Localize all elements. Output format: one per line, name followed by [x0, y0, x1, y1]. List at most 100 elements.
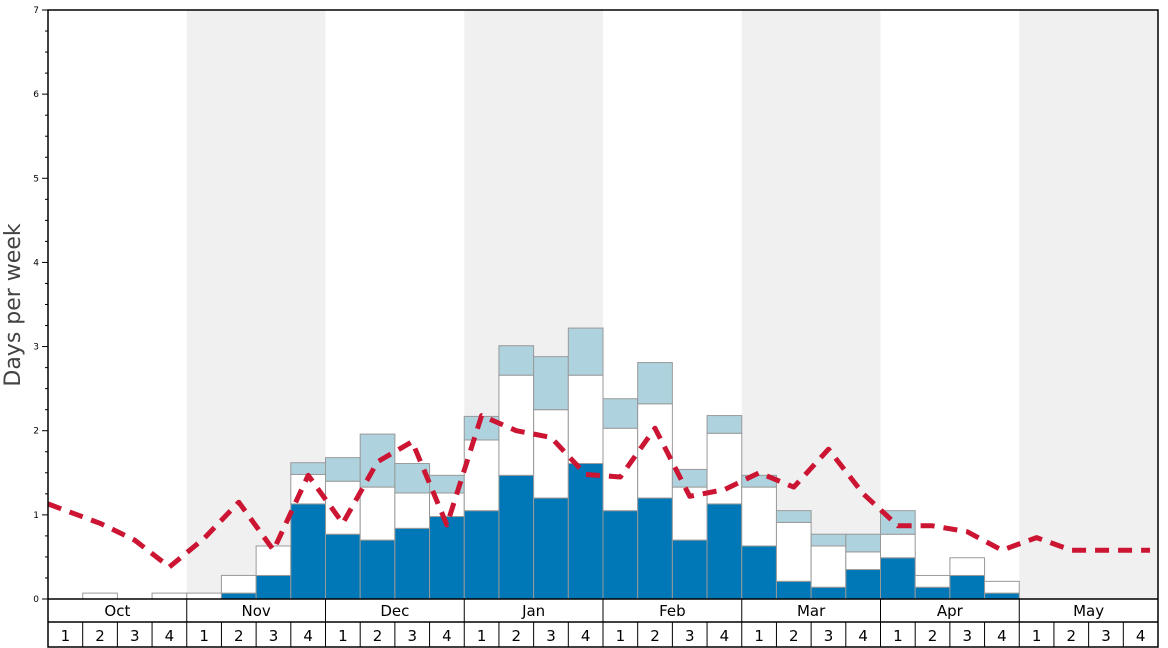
week-label-31: 3	[1101, 627, 1111, 645]
month-band-may	[1019, 10, 1158, 599]
bar-week-25-segment-1	[880, 557, 916, 600]
y-tick-label-6: 6	[33, 90, 39, 100]
y-tick-label-7: 7	[33, 6, 39, 16]
bar-week-23-segment-2	[810, 545, 847, 588]
week-label-23: 3	[824, 627, 834, 645]
bar-week-17-segment-1	[602, 510, 639, 600]
bar-week-14-segment-1	[498, 474, 535, 600]
week-label-5: 1	[199, 627, 209, 645]
bar-week-22-segment-3	[775, 510, 812, 523]
y-tick-label-5: 5	[33, 174, 39, 184]
month-label-feb: Feb	[659, 602, 686, 620]
bar-week-6-segment-1	[220, 592, 257, 600]
bar-week-10-segment-2	[359, 486, 396, 541]
bar-week-27-segment-1	[949, 574, 986, 600]
month-label-nov: Nov	[241, 602, 270, 620]
bar-week-5-segment-2	[186, 592, 222, 600]
week-label-6: 2	[234, 627, 244, 645]
bar-week-2-segment-2	[82, 592, 118, 600]
week-label-14: 2	[512, 627, 522, 645]
month-label-mar: Mar	[797, 602, 826, 620]
bar-week-16-segment-3	[567, 327, 604, 376]
week-label-28: 4	[997, 627, 1007, 645]
bar-week-6-segment-2	[220, 574, 257, 594]
y-tick-label-1: 1	[33, 511, 39, 521]
week-label-21: 1	[754, 627, 764, 645]
bar-week-24-segment-3	[845, 533, 881, 553]
bar-week-7-segment-1	[255, 574, 292, 600]
week-label-22: 2	[789, 627, 799, 645]
bar-week-11-segment-2	[394, 492, 431, 529]
week-label-9: 1	[338, 627, 348, 645]
bar-week-18-segment-3	[637, 362, 673, 405]
week-label-1: 1	[61, 627, 71, 645]
week-label-7: 3	[269, 627, 279, 645]
bar-week-9-segment-2	[325, 480, 361, 535]
bar-week-26-segment-1	[914, 586, 951, 600]
bar-week-24-segment-2	[845, 551, 881, 571]
bar-week-20-segment-1	[706, 503, 743, 600]
month-label-jan: Jan	[521, 602, 545, 620]
bar-week-21-segment-1	[741, 545, 777, 600]
bar-week-15-segment-2	[533, 409, 569, 499]
bar-week-9-segment-3	[325, 457, 361, 482]
bar-week-21-segment-2	[741, 486, 777, 547]
week-label-25: 1	[893, 627, 903, 645]
week-label-24: 4	[858, 627, 868, 645]
bar-week-28-segment-2	[984, 580, 1020, 594]
y-tick-label-0: 0	[33, 595, 39, 605]
week-label-19: 3	[685, 627, 695, 645]
week-label-26: 2	[928, 627, 938, 645]
week-label-8: 4	[303, 627, 313, 645]
bar-week-17-segment-2	[602, 427, 639, 512]
bar-week-11-segment-1	[394, 527, 431, 600]
bars	[82, 327, 1020, 600]
y-tick-label-4: 4	[33, 258, 39, 268]
bar-week-23-segment-3	[810, 533, 847, 547]
bar-week-15-segment-1	[533, 497, 569, 600]
bar-week-17-segment-3	[602, 398, 639, 429]
month-label-may: May	[1073, 602, 1104, 620]
week-label-29: 1	[1032, 627, 1042, 645]
bar-week-8-segment-3	[290, 462, 326, 475]
bar-week-23-segment-1	[810, 586, 847, 600]
month-label-oct: Oct	[104, 602, 130, 620]
bar-week-16-segment-2	[567, 374, 604, 465]
bar-week-8-segment-1	[290, 503, 326, 600]
bar-week-10-segment-1	[359, 539, 396, 600]
month-label-dec: Dec	[380, 602, 409, 620]
bar-week-11-segment-3	[394, 463, 431, 494]
bar-week-4-segment-2	[151, 592, 188, 600]
y-tick-label-3: 3	[33, 343, 39, 353]
bar-week-28-segment-1	[984, 592, 1020, 600]
y-tick-label-2: 2	[33, 427, 39, 437]
bar-week-22-segment-2	[775, 521, 812, 582]
month-shading	[186, 10, 1158, 599]
bar-week-24-segment-1	[845, 569, 881, 600]
bar-week-13-segment-1	[463, 510, 500, 600]
bar-week-16-segment-1	[567, 463, 604, 600]
trend-line	[47, 413, 1150, 570]
bar-week-19-segment-1	[671, 539, 708, 600]
bar-week-18-segment-1	[637, 497, 673, 600]
x-axis: Oct Nov Dec Jan Feb Mar Apr May 1 2 3 4 1 2 3 4 1 2 3 4 1 2 3 4…	[48, 598, 1158, 647]
bar-week-20-segment-3	[706, 415, 743, 434]
week-label-20: 4	[720, 627, 730, 645]
week-label-32: 4	[1136, 627, 1146, 645]
y-axis-label: Days per week	[1, 223, 26, 386]
bar-week-26-segment-2	[914, 574, 951, 588]
bar-week-15-segment-3	[533, 356, 569, 411]
week-label-2: 2	[95, 627, 105, 645]
bar-week-12-segment-1	[429, 516, 465, 600]
bar-week-14-segment-3	[498, 345, 535, 376]
trend-line-layer	[47, 413, 1150, 570]
bar-week-13-segment-2	[463, 439, 500, 512]
week-label-11: 3	[407, 627, 417, 645]
week-label-15: 3	[546, 627, 556, 645]
y-axis: 0 1 2 3 4 5 6 7	[33, 6, 48, 605]
week-label-17: 1	[616, 627, 626, 645]
month-label-apr: Apr	[937, 602, 964, 620]
bar-week-25-segment-2	[880, 533, 916, 559]
week-label-13: 1	[477, 627, 487, 645]
